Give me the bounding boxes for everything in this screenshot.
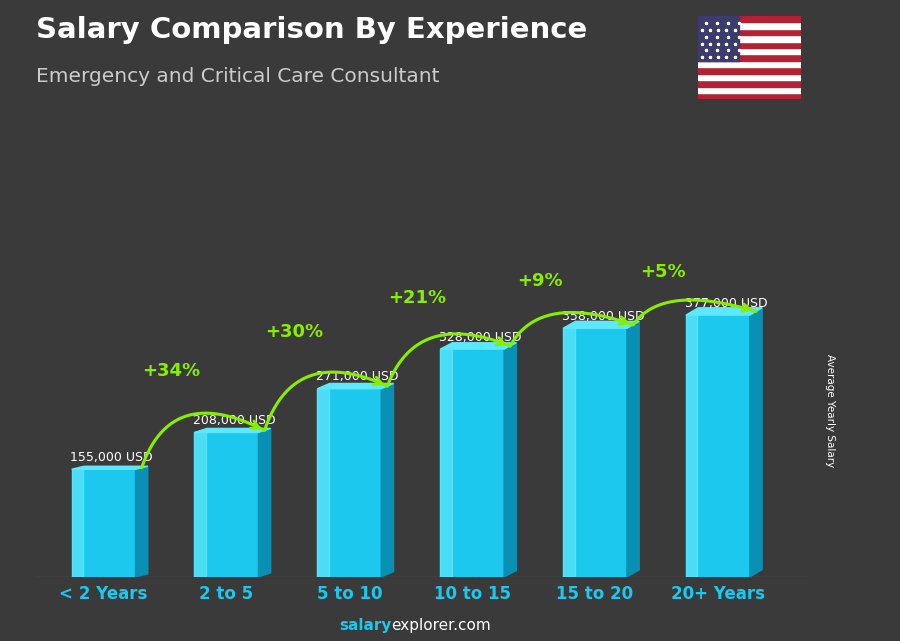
Text: Average Yearly Salary: Average Yearly Salary	[825, 354, 835, 467]
Text: Salary Comparison By Experience: Salary Comparison By Experience	[36, 16, 587, 44]
Bar	[698, 22, 801, 29]
Text: 208,000 USD: 208,000 USD	[194, 414, 276, 427]
Polygon shape	[318, 383, 393, 388]
Bar	[698, 87, 801, 93]
Bar	[698, 80, 801, 87]
Text: 155,000 USD: 155,000 USD	[70, 451, 153, 463]
Bar	[318, 388, 382, 577]
Bar	[686, 315, 698, 577]
Bar	[72, 469, 83, 577]
Bar	[698, 48, 801, 54]
Bar	[698, 16, 739, 61]
Polygon shape	[440, 343, 517, 349]
Text: Emergency and Critical Care Consultant: Emergency and Critical Care Consultant	[36, 67, 439, 87]
Bar	[72, 469, 136, 577]
Bar	[698, 61, 801, 67]
Text: 377,000 USD: 377,000 USD	[685, 297, 768, 310]
Bar	[698, 16, 801, 22]
Bar	[440, 349, 504, 577]
Bar	[563, 328, 574, 577]
Text: 358,000 USD: 358,000 USD	[562, 310, 644, 322]
Polygon shape	[750, 308, 762, 577]
Bar	[194, 433, 258, 577]
Text: +21%: +21%	[388, 289, 446, 307]
Bar	[686, 315, 750, 577]
Text: 271,000 USD: 271,000 USD	[316, 370, 399, 383]
Bar	[698, 67, 801, 74]
Bar	[698, 29, 801, 35]
Bar	[698, 93, 801, 99]
Text: explorer.com: explorer.com	[392, 618, 491, 633]
Text: +5%: +5%	[640, 263, 686, 281]
Bar	[698, 35, 801, 42]
Bar	[698, 54, 801, 61]
Text: salary: salary	[339, 618, 392, 633]
Bar	[563, 328, 627, 577]
Text: +34%: +34%	[142, 362, 200, 380]
Polygon shape	[563, 321, 639, 328]
Polygon shape	[382, 383, 393, 577]
Polygon shape	[686, 308, 762, 315]
Polygon shape	[194, 428, 271, 433]
Bar	[698, 74, 801, 80]
Polygon shape	[627, 321, 639, 577]
Polygon shape	[136, 466, 148, 577]
Text: +9%: +9%	[517, 272, 562, 290]
Bar	[440, 349, 452, 577]
Bar	[194, 433, 206, 577]
Text: 328,000 USD: 328,000 USD	[439, 331, 521, 344]
Polygon shape	[72, 466, 148, 469]
Polygon shape	[504, 343, 517, 577]
Bar	[698, 42, 801, 48]
Polygon shape	[258, 428, 271, 577]
Text: +30%: +30%	[265, 324, 323, 342]
Bar	[318, 388, 328, 577]
